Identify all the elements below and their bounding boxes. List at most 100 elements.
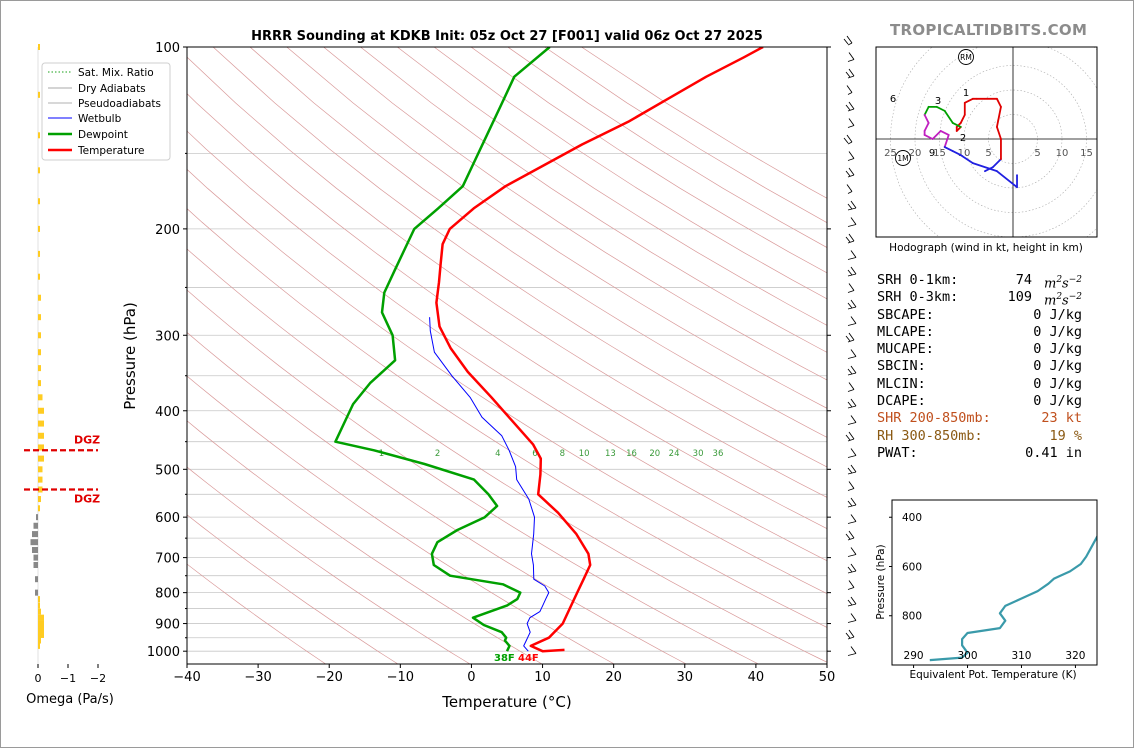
omega-bar [35,576,38,583]
wind-barb-flag [847,500,853,507]
wind-barb-shaft [847,108,855,112]
wind-barb-flag [845,434,851,441]
trace-dewpoint [334,47,551,652]
stat-row: SHR 200-850mb: 23 kt [877,410,1082,427]
hodograph-segment [923,122,930,132]
legend-label: Wetbulb [78,113,122,125]
omega-bar [38,596,40,603]
wind-barb-flag [848,101,855,110]
mixing-ratio-line [0,517,7,664]
stat-row: SRH 0-3km: 109 m2s−2 [877,289,1082,308]
wind-barb-shaft [847,653,857,656]
theta-e-x-tick-label: 290 [904,650,924,662]
omega-tick-label: −1 [60,672,76,685]
mixing-ratio-label: 13 [605,449,616,459]
omega-bar [38,294,41,301]
omega-tick-label: −2 [90,672,106,685]
stat-label: DCAPE: [877,393,926,410]
hodograph-segment [971,162,998,173]
wind-barb-flag [850,613,857,621]
hodograph-height-label: 1 [963,88,969,99]
trace-temperature [435,47,764,653]
wind-barb-flag [850,398,857,407]
x-tick-label: −40 [173,670,200,685]
trace-wetbulb [429,317,550,652]
hodograph-segment [996,105,1002,128]
wind-barb-flag [850,464,857,473]
dry-adiabat-line [212,47,827,468]
stat-value: 109 [1007,289,1032,306]
omega-bar [38,273,40,280]
omega-bar [38,602,40,609]
wind-barb-shaft [847,240,855,244]
wind-barb-flag [848,167,855,176]
omega-bar [38,505,40,512]
mixing-ratio-label: 8 [560,449,565,459]
y-tick-label: 700 [155,552,180,567]
moist-adiabat-line [0,229,38,664]
mixing-ratio-label: 10 [579,449,590,459]
wind-barb-shaft [847,488,855,491]
y-tick-label: 400 [155,405,180,420]
wind-barb-flag [847,566,853,573]
omega-bar [38,444,44,451]
stat-value: 74 [1015,272,1032,288]
wind-barb-shaft [847,191,853,194]
wind-barb-shaft [847,224,857,227]
wind-barb-flag [847,302,853,309]
wind-barb-flag [845,71,851,78]
wind-barb-flag [845,632,851,639]
hodograph-height-label: 6 [890,94,896,105]
wind-barb-flag [850,514,857,522]
dry-adiabat-line [187,168,827,594]
stat-row: RH 300-850mb: 19 % [877,428,1082,445]
omega-bar [38,496,41,503]
dry-adiabat-line [187,93,827,530]
stat-label: SRH 0-3km: [877,289,959,306]
omega-bar [38,365,41,372]
y-tick-label: 900 [155,618,180,633]
chart-title: HRRR Sounding at KDKB Init: 05z Oct 27 [… [251,29,763,44]
y-tick-label: 600 [155,511,180,526]
stat-row: DCAPE: 0 J/kg [877,393,1082,410]
wind-barb-flag [846,134,853,143]
wind-barb-shaft [847,59,855,62]
omega-bar [33,561,38,568]
x-tick-label: −30 [244,670,271,685]
stat-row: MUCAPE: 0 J/kg [877,341,1082,358]
mixing-ratio-label: 1 [379,449,384,459]
hodograph-marker-label: RM [960,53,972,62]
hodograph-segment [931,130,942,140]
hodograph-marker-ring [958,49,974,65]
wind-barb-shaft [847,620,857,623]
x-tick-label: −10 [387,670,414,685]
moist-adiabat-line [0,229,44,664]
omega-bar [38,167,40,174]
mixing-ratio-label: 24 [669,449,680,459]
wind-barb-flag [847,401,853,408]
omega-bar [38,225,40,232]
omega-bar [35,589,38,596]
mixing-ratio-label: 6 [532,449,537,459]
brand-watermark: TROPICALTIDBITS.COM [890,21,1088,39]
dry-adiabat-line [187,248,827,663]
hodograph-segment [943,146,954,152]
wind-barb-shaft [847,554,857,557]
stat-value: 0.41 in [1025,444,1082,461]
wind-barb-shaft [847,339,855,343]
skewt-axes-frame [186,46,828,665]
wind-barb-flag [848,629,855,638]
stat-row: SBCAPE: 0 J/kg [877,307,1082,324]
dry-adiabat-line [187,514,399,664]
stat-row: SRH 0-1km: 74 m2s−2 [877,272,1082,291]
wind-barb-shaft [847,636,855,640]
wind-barb-flag [850,547,857,555]
dry-adiabat-line [187,466,471,664]
wind-barb-flag [846,85,853,93]
hodograph-ring-label: 15 [933,148,946,159]
omega-bar [33,554,38,561]
omega-bar [38,380,41,387]
mixing-ratio-line [6,517,14,664]
omega-bar [38,466,43,473]
wind-barb-flag [843,137,849,144]
